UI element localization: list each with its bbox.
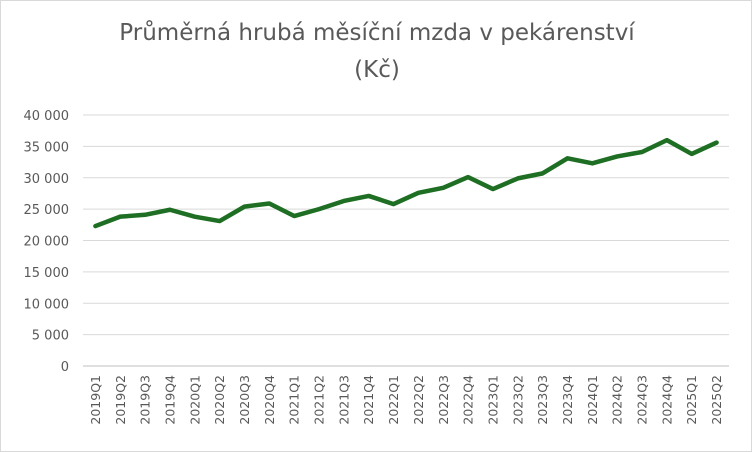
chart-title-line-1: Průměrná hrubá měsíční mzda v pekárenstv… xyxy=(119,20,635,46)
y-tick-label: 0 xyxy=(61,360,69,375)
y-tick-label: 35 000 xyxy=(24,140,70,155)
data-point xyxy=(590,161,594,165)
x-tick-label: 2019Q3 xyxy=(138,375,153,425)
data-point xyxy=(441,186,445,190)
data-point xyxy=(168,208,172,212)
x-tick-label: 2021Q3 xyxy=(336,375,351,425)
x-tick-label: 2021Q2 xyxy=(312,375,327,425)
data-point xyxy=(342,199,346,203)
data-point xyxy=(715,141,719,145)
y-tick-label: 15 000 xyxy=(24,266,70,281)
x-tick-label: 2021Q4 xyxy=(361,375,376,425)
x-tick-label: 2019Q1 xyxy=(88,375,103,425)
x-tick-label: 2022Q2 xyxy=(411,375,426,425)
x-tick-label: 2024Q2 xyxy=(610,375,625,425)
x-tick-label: 2022Q1 xyxy=(386,375,401,425)
data-point xyxy=(143,213,147,217)
data-point xyxy=(317,207,321,211)
data-point xyxy=(640,150,644,154)
data-point xyxy=(466,175,470,179)
y-tick-label: 20 000 xyxy=(24,235,70,250)
data-point xyxy=(93,224,97,228)
x-tick-label: 2022Q3 xyxy=(436,375,451,425)
x-tick-label: 2024Q3 xyxy=(635,375,650,425)
data-point xyxy=(243,205,247,209)
chart-title-line-2: (Kč) xyxy=(354,57,400,83)
data-point xyxy=(516,176,520,180)
x-tick-label: 2021Q1 xyxy=(287,375,302,425)
data-point xyxy=(118,215,122,219)
data-point xyxy=(566,156,570,160)
chart-title: Průměrná hrubá měsíční mzda v pekárenstv… xyxy=(1,15,752,89)
data-point xyxy=(367,194,371,198)
data-point xyxy=(491,187,495,191)
data-point xyxy=(665,138,669,142)
x-tick-label: 2025Q2 xyxy=(709,375,724,425)
data-point xyxy=(292,214,296,218)
data-point xyxy=(218,219,222,223)
x-tick-label: 2023Q2 xyxy=(510,375,525,425)
x-tick-label: 2022Q4 xyxy=(461,375,476,425)
y-tick-label: 5 000 xyxy=(32,329,69,344)
x-tick-label: 2024Q4 xyxy=(659,375,674,425)
data-point xyxy=(267,201,271,205)
data-point xyxy=(416,191,420,195)
x-tick-label: 2020Q1 xyxy=(187,375,202,425)
x-tick-label: 2023Q4 xyxy=(560,375,575,425)
x-tick-label: 2019Q2 xyxy=(113,375,128,425)
data-point xyxy=(193,215,197,219)
x-tick-label: 2024Q1 xyxy=(585,375,600,425)
y-tick-label: 25 000 xyxy=(24,203,70,218)
series-line xyxy=(93,137,719,229)
data-point xyxy=(541,171,545,175)
y-tick-label: 30 000 xyxy=(24,172,70,187)
x-tick-label: 2019Q4 xyxy=(162,375,177,425)
x-tick-label: 2020Q2 xyxy=(212,375,227,425)
x-tick-label: 2020Q4 xyxy=(262,375,277,425)
y-tick-label: 40 000 xyxy=(24,109,70,124)
x-tick-label: 2020Q3 xyxy=(237,375,252,425)
data-point xyxy=(615,154,619,158)
x-tick-label: 2023Q3 xyxy=(535,375,550,425)
x-tick-label: 2023Q1 xyxy=(485,375,500,425)
y-tick-label: 10 000 xyxy=(24,297,70,312)
data-point xyxy=(690,152,694,156)
x-tick-label: 2025Q1 xyxy=(684,375,699,425)
data-point xyxy=(392,202,396,206)
